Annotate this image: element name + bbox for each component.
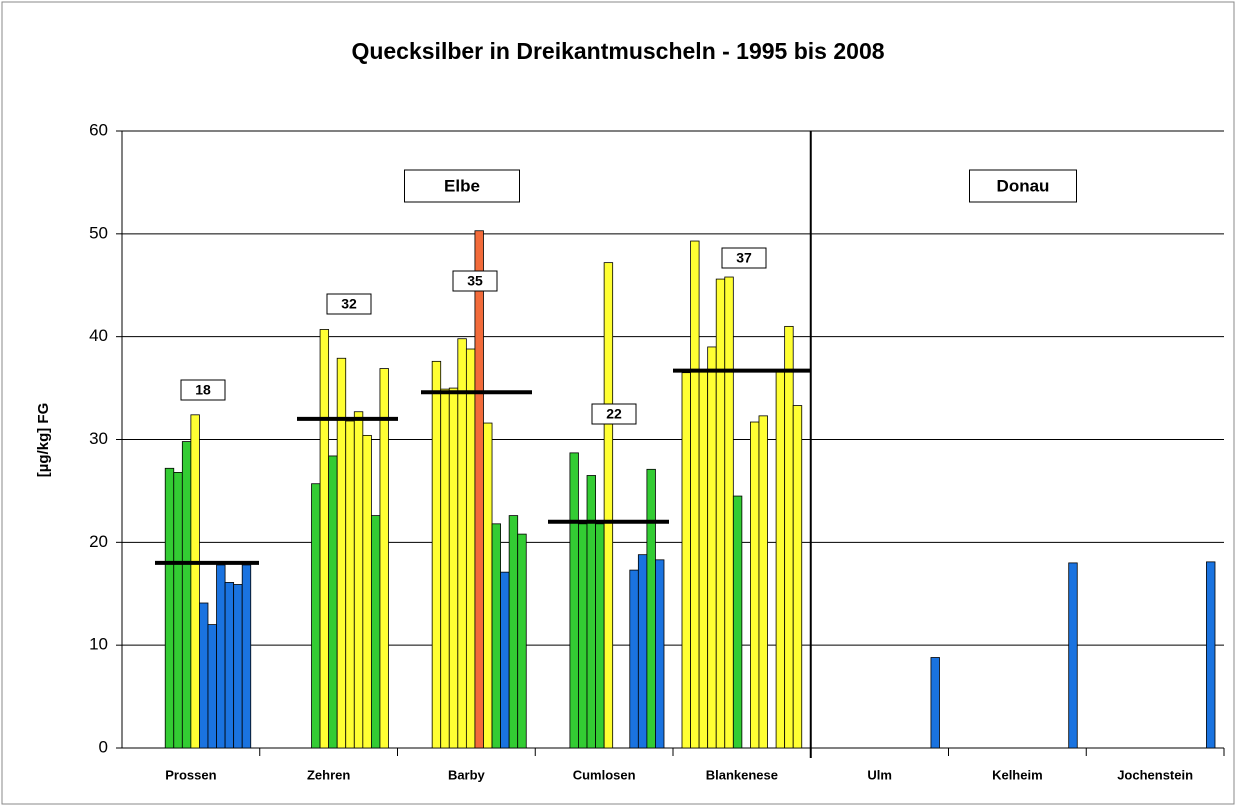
chart-title: Quecksilber in Dreikantmuscheln - 1995 b… (351, 38, 884, 64)
bar (732, 495, 743, 749)
x-tick-label: Cumlosen (573, 767, 636, 782)
bar (629, 569, 639, 749)
y-tick-label: 0 (99, 737, 108, 756)
bar (431, 360, 442, 749)
bar (448, 387, 459, 749)
mean-label: 35 (467, 273, 483, 289)
y-tick-label: 60 (89, 120, 108, 139)
bar (181, 441, 192, 749)
bar (698, 370, 709, 749)
x-tick-label: Jochenstein (1117, 767, 1193, 782)
mean-label: 18 (195, 382, 211, 398)
y-tick-label: 40 (89, 326, 108, 345)
bar (173, 472, 183, 749)
bar (353, 411, 364, 749)
bar (724, 276, 734, 749)
x-tick-label: Prossen (165, 767, 216, 782)
bar (707, 346, 717, 749)
bar (328, 455, 338, 749)
bar (586, 475, 596, 749)
bar (508, 515, 519, 749)
bar (362, 434, 372, 749)
bar (578, 523, 588, 749)
bar (517, 533, 527, 749)
bar (190, 414, 200, 749)
bar (655, 559, 665, 749)
bar (1206, 561, 1216, 749)
bar (690, 240, 700, 749)
mean-label-box (721, 247, 767, 269)
bar (595, 523, 605, 749)
bar (370, 515, 381, 749)
mean-label: 32 (341, 296, 357, 312)
bar (784, 325, 794, 749)
bar (440, 388, 450, 749)
mean-label-box (326, 293, 372, 315)
bar (637, 554, 648, 749)
bar (500, 571, 510, 749)
bar (750, 421, 760, 749)
bar (465, 348, 476, 749)
x-tick-label: Blankenese (706, 767, 778, 782)
bar (715, 278, 726, 749)
bar (775, 371, 786, 749)
x-tick-label: Kelheim (992, 767, 1043, 782)
bar (199, 602, 209, 749)
y-tick-label: 50 (89, 223, 108, 242)
mean-label-box (591, 403, 637, 425)
mean-label-box (180, 379, 226, 401)
bar (930, 657, 940, 749)
y-axis-label: [µg/kg] FG (35, 403, 52, 477)
bar (491, 523, 501, 749)
bar (792, 405, 803, 749)
region-box (969, 169, 1077, 203)
bar (474, 230, 484, 749)
bar (224, 582, 235, 749)
y-tick-label: 30 (89, 429, 108, 448)
bar (603, 262, 614, 749)
region-label: Elbe (444, 176, 480, 195)
bar (569, 452, 579, 749)
region-box (404, 169, 520, 203)
mean-label-box (452, 270, 498, 292)
y-tick-label: 10 (89, 635, 108, 654)
x-tick-label: Ulm (867, 767, 892, 782)
y-tick-label: 20 (89, 532, 108, 551)
mean-label: 37 (736, 250, 752, 266)
bar (758, 415, 768, 749)
bar (164, 467, 175, 749)
bar (681, 372, 691, 749)
x-tick-label: Zehren (307, 767, 350, 782)
bar (241, 564, 252, 749)
region-label: Donau (997, 176, 1050, 195)
bar (345, 420, 355, 749)
bar (379, 368, 389, 749)
bar (1068, 562, 1078, 749)
bar (207, 624, 217, 749)
bar (233, 584, 243, 749)
mean-label: 22 (606, 406, 622, 422)
bar (457, 338, 467, 749)
bar (216, 564, 226, 749)
bar (311, 483, 321, 749)
bar (319, 329, 330, 749)
bar (483, 422, 493, 749)
x-tick-label: Barby (448, 767, 486, 782)
bar (646, 468, 656, 749)
bar (336, 357, 347, 749)
